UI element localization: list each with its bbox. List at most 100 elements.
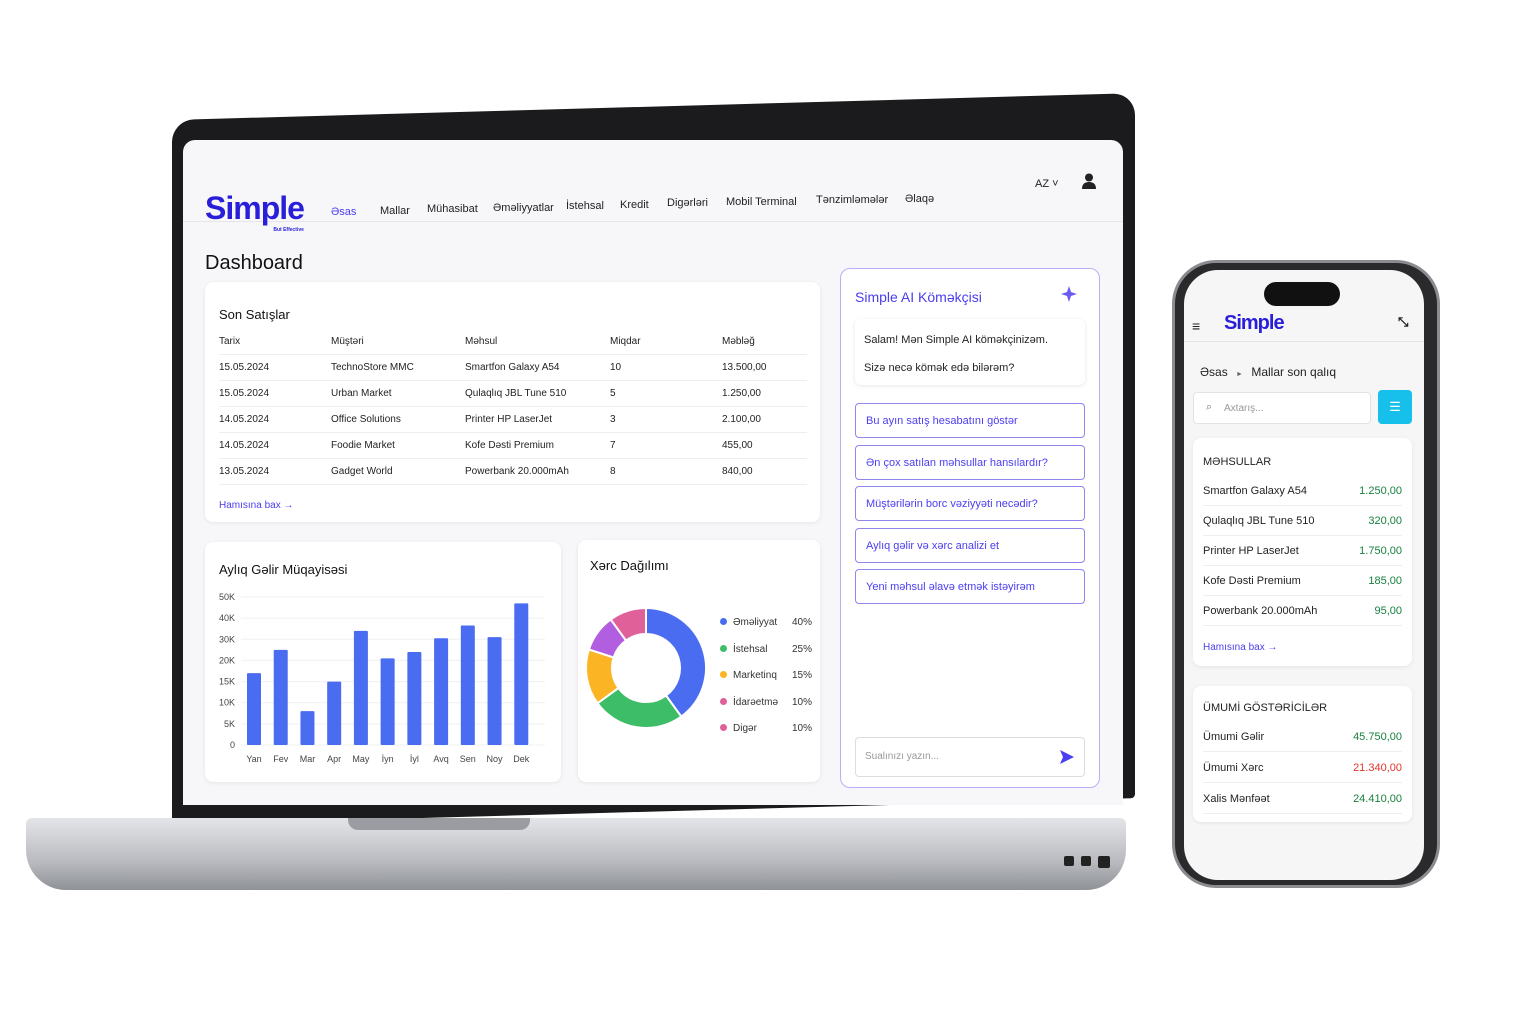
bar[interactable]	[327, 681, 342, 745]
bar[interactable]	[434, 638, 449, 745]
nav-item[interactable]: Digərləri	[667, 197, 708, 209]
summary-card: ÜMUMİ GÖSTƏRİCİLƏR Ümumi Gəlir 45.750,00 Ü…	[1193, 686, 1412, 822]
revenue-bar-chart: 0 5K 10K 15K 20K 30K 40K 50K Yan Fev Mar Apr May İyn İ…	[219, 592, 545, 764]
legend-value: 10%	[791, 723, 812, 734]
x-tick-label: Apr	[327, 754, 341, 764]
table-cell: 8	[610, 458, 722, 485]
product-row[interactable]: Powerbank 20.000mAh 95,00	[1203, 596, 1402, 626]
table-cell: 10	[610, 354, 722, 381]
table-cell: 1.250,00	[722, 380, 807, 407]
sparkle-icon	[1061, 286, 1077, 302]
suggestion-button[interactable]: Bu ayın satış hesabatını göstər	[855, 403, 1085, 438]
table-cell: Powerbank 20.000mAh	[465, 458, 610, 485]
table-row[interactable]: 14.05.2024 Foodie Market Kofe Dəsti Premiu…	[219, 432, 807, 459]
list-view-button[interactable]: ☰	[1378, 390, 1412, 424]
x-tick-label: Dek	[513, 754, 530, 764]
table-cell: Smartfon Galaxy A54	[465, 354, 610, 381]
legend-item: Marketinq 15%	[720, 670, 812, 681]
see-all-link[interactable]: Hamısına bax →	[1203, 642, 1278, 653]
summary-value: 21.340,00	[1353, 761, 1402, 774]
donut-slice[interactable]	[645, 606, 707, 718]
suggestion-button[interactable]: Yeni məhsul əlavə etmək istəyirəm	[855, 569, 1085, 604]
ai-question-input[interactable]: Sualınızı yazın...	[855, 737, 1085, 777]
summary-label: Xalis Mənfəət	[1203, 792, 1270, 805]
legend-dot	[720, 644, 727, 652]
summary-label: Ümumi Gəlir	[1203, 730, 1265, 743]
suggestion-button[interactable]: Aylıq gəlir və xərc analizi et	[855, 527, 1085, 563]
bar[interactable]	[353, 630, 368, 745]
table-cell: 15.05.2024	[219, 354, 331, 381]
logo-text: Simple	[205, 190, 305, 226]
table-cell: Printer HP LaserJet	[465, 406, 610, 433]
expense-donut-chart	[586, 606, 707, 729]
suggestion-button[interactable]: Ən çox satılan məhsullar hansılardır?	[855, 444, 1085, 480]
search-input[interactable]: ⌕ Axtarış...	[1193, 392, 1371, 424]
table-cell: Office Solutions	[331, 406, 465, 433]
bar[interactable]	[514, 603, 529, 745]
y-tick-label: 0	[230, 740, 235, 750]
y-tick-label: 10K	[219, 698, 235, 708]
nav-item[interactable]: Tənzimləmələr	[816, 194, 889, 206]
laptop-base	[26, 818, 1126, 890]
breadcrumb-item[interactable]: Əsas	[1200, 365, 1228, 379]
revenue-chart-card: Aylıq Gəlir Müqayisəsi 0 5K 10K 15K 20K 30K 40…	[205, 542, 561, 782]
table-row[interactable]: 15.05.2024 TechnoStore MMC Smartfon Galaxy…	[219, 354, 807, 381]
suggestion-button[interactable]: Müştərilərin borc vəziyyəti necədir?	[855, 486, 1085, 521]
nav-item[interactable]: İstehsal	[566, 200, 604, 212]
product-row[interactable]: Kofe Dəsti Premium 185,00	[1203, 566, 1402, 596]
user-icon[interactable]	[1082, 173, 1096, 189]
nav-item[interactable]: Mühasibat	[427, 203, 478, 215]
nav-item[interactable]: Mobil Terminal	[726, 195, 797, 208]
legend-value: 25%	[791, 643, 812, 655]
legend-label: Marketinq	[733, 670, 777, 681]
legend-label: Digər	[733, 723, 757, 734]
port	[1098, 856, 1110, 868]
collapse-icon[interactable]: ⤡	[1398, 314, 1409, 329]
logo-tagline: But Effective	[273, 227, 304, 233]
product-row[interactable]: Printer HP LaserJet 1.750,00	[1203, 536, 1402, 566]
bar[interactable]	[460, 625, 475, 745]
x-tick-label: İyl	[410, 754, 419, 764]
legend-dot	[720, 724, 727, 731]
nav-item[interactable]: Əməliyyatlar	[493, 201, 554, 214]
legend-value: 15%	[791, 670, 812, 681]
product-value: 1.750,00	[1359, 544, 1402, 557]
bar[interactable]	[407, 651, 422, 745]
send-icon[interactable]	[1059, 749, 1075, 765]
product-row[interactable]: Smartfon Galaxy A54 1.250,00	[1203, 476, 1402, 506]
bar[interactable]	[247, 673, 261, 745]
logo[interactable]: Simple	[1224, 312, 1285, 335]
legend-dot	[720, 618, 727, 625]
bar[interactable]	[487, 637, 502, 745]
nav-item[interactable]: Əlaqə	[905, 192, 935, 205]
language-select[interactable]: AZ ˅	[1035, 178, 1059, 190]
nav-item[interactable]: Kredit	[620, 198, 649, 211]
bar[interactable]	[273, 649, 288, 745]
legend-label: İdarəetmə	[733, 696, 779, 708]
menu-icon[interactable]: ≡	[1192, 318, 1201, 334]
bar[interactable]	[380, 658, 395, 745]
table-cell: 14.05.2024	[219, 406, 331, 433]
product-value: 1.250,00	[1359, 484, 1402, 497]
bar[interactable]	[300, 711, 315, 745]
card-title: ÜMUMİ GÖSTƏRİCİLƏR	[1203, 702, 1328, 714]
nav-item[interactable]: Mallar	[380, 204, 410, 217]
table-row[interactable]: 15.05.2024 Urban Market Qulaqlıq JBL Tune …	[219, 380, 807, 407]
greeting-line: Salam! Mən Simple AI köməkçinizəm.	[864, 334, 1049, 346]
logo[interactable]: Simple But Effective	[205, 190, 305, 233]
product-value: 320,00	[1368, 514, 1402, 527]
search-placeholder: Axtarış...	[1224, 403, 1264, 414]
table-row[interactable]: 13.05.2024 Gadget World Powerbank 20.000mA…	[219, 458, 807, 485]
y-tick-label: 30K	[219, 634, 235, 644]
dynamic-island	[1264, 282, 1340, 306]
donut-slice[interactable]	[609, 606, 647, 642]
column-header: Müştəri	[331, 330, 465, 355]
logo-text: Simple	[1224, 312, 1285, 334]
y-tick-label: 15K	[219, 677, 235, 687]
see-all-link[interactable]: Hamısına bax →	[219, 500, 294, 511]
product-row[interactable]: Qulaqlıq JBL Tune 510 320,00	[1203, 506, 1402, 536]
table-row[interactable]: 14.05.2024 Office Solutions Printer HP Las…	[219, 406, 807, 433]
x-tick-label: Mar	[300, 754, 316, 764]
table-cell: 13.05.2024	[219, 458, 331, 485]
nav-item[interactable]: Əsas	[331, 206, 357, 218]
